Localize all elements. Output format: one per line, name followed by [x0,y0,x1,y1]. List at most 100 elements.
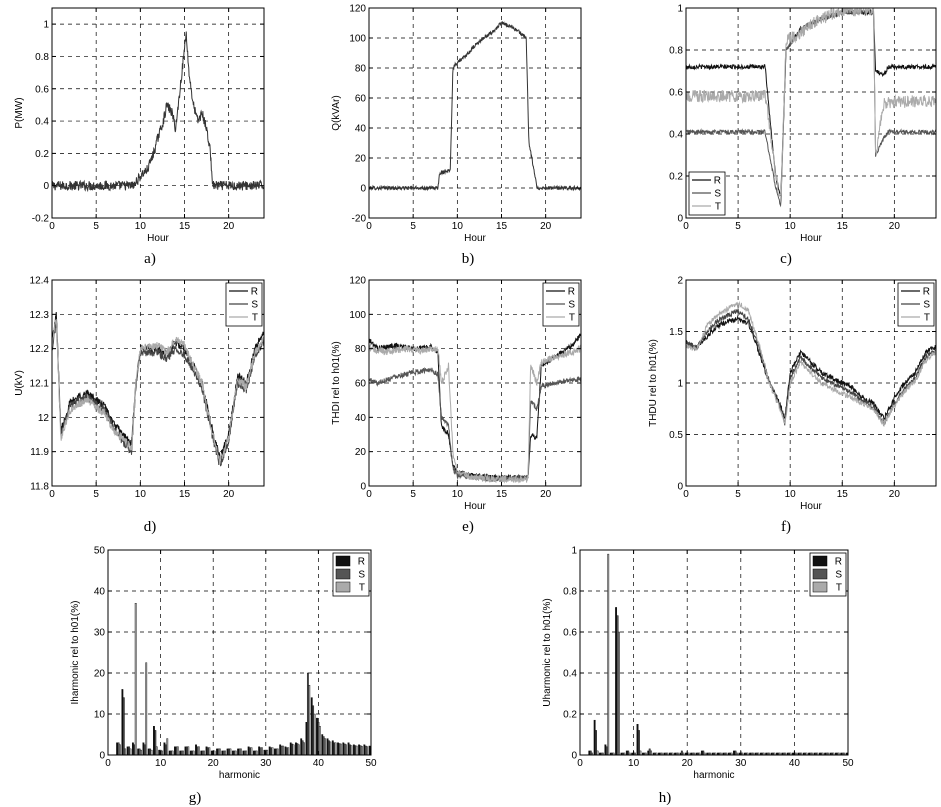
bar-h38-s [306,672,309,755]
bar-h28-r [252,750,255,755]
bar-h10-t [161,750,163,755]
x-axis-label: Hour [464,501,486,512]
bar-h49-r [363,744,366,755]
y-tick-label: 12.3 [30,310,50,321]
bar-h36-r [295,742,297,755]
bar-h34-s [285,747,288,755]
bar-h4-t [601,752,604,755]
bar-h32-t [752,752,754,755]
bar-h17-t [197,746,200,755]
bar-h25-s [238,748,241,755]
bar-h19-s [680,750,683,755]
plot-area [580,550,848,755]
bar-h47-t [355,745,358,755]
bar-h44-t [816,752,819,755]
bar-h42-t [329,741,332,755]
y-tick-label: 0.2 [669,172,683,183]
bar-h39-r [310,697,313,755]
bar-h48-t [837,752,840,755]
bar-h45-t [345,744,347,755]
bar-h5-r [604,744,607,755]
bar-h6-t [140,749,142,755]
y-tick-label: 11.9 [30,447,49,458]
legend-label-t: T [836,583,842,594]
bar-h31-s [270,747,272,755]
bar-h33-t [282,745,284,755]
x-tick-label: 20 [889,489,901,500]
bar-h40-t [318,726,321,755]
y-tick-label: 0.4 [563,669,577,680]
bar-h9-s [154,730,157,755]
bar-h42-t [805,752,808,755]
plot-marks [686,8,936,208]
legend: RST [225,282,263,327]
bar-h17-t [671,752,674,755]
bar-h14-r [179,750,182,755]
bar-h9-t [155,746,158,755]
bar-h14-t [655,752,658,755]
bar-h50-t [849,753,850,755]
bar-h19-t [208,747,211,755]
series-line-t [369,344,581,484]
caption-e: e) [462,519,474,535]
y-tick-label: 0 [43,181,49,192]
bar-h27-r [247,746,250,755]
y-axis-label: Uharmonic rel to h01(%) [542,598,553,706]
bar-h23-s [702,750,705,755]
x-tick-label: 40 [313,758,325,769]
bar-h4-t [129,748,132,755]
bar-h48-t [360,746,363,755]
x-tick-label: 0 [366,489,372,500]
bar-h42-s [328,740,330,755]
bar-h5-t [134,603,137,755]
x-tick-label: 5 [93,489,99,500]
bar-h46-t [350,745,353,755]
caption-g: g) [189,790,202,806]
y-axis-label: THDI rel to h01(%) [331,341,342,424]
bar-h9-t [628,752,631,755]
bar-h15-t [660,752,663,755]
plot-marks [52,312,264,467]
bar-h37-r [300,738,303,755]
bar-h47-t [832,752,835,755]
bar-h2-t [591,752,594,755]
bar-h29-r [258,746,261,755]
bar-h25-r [237,748,239,755]
x-tick-label: 10 [785,221,797,232]
bar-h39-t [313,713,316,755]
bar-h46-r [347,742,350,755]
y-tick-label: 40 [355,413,367,424]
legend-label-r: R [568,287,575,298]
bar-h14-s [180,750,183,755]
bar-h31-t [271,747,274,755]
y-axis-label: U(kV) [14,370,25,396]
bar-h20-t [213,750,216,755]
x-tick-label: 20 [223,221,235,232]
bar-h27-t [250,747,253,755]
bar-h35-t [292,744,295,755]
y-tick-label: 0 [677,482,683,493]
bar-h43-t [334,742,337,755]
y-tick-label: 0.2 [563,710,577,721]
bar-h3-t [596,750,599,755]
legend-swatch-r [335,555,351,567]
y-tick-label: 0.8 [35,52,49,63]
y-tick-label: 60 [355,379,367,390]
bar-h39-t [789,752,792,755]
bar-h11-s [638,730,640,755]
bar-h38-r [305,722,308,755]
bar-h49-s [364,745,367,755]
x-tick-label: 0 [49,489,55,500]
chart-d: 0 5 10 15 20 11.8 11.9 12 12.1 12.2 12.3 12.4 U(kV) R… [14,276,265,535]
bar-h10-t [634,752,636,755]
bar-h4-s [128,746,130,755]
bar-h15-r [184,746,187,755]
legend-swatch-t [812,581,828,593]
bar-h33-t [757,752,760,755]
x-tick-label: 20 [540,221,552,232]
legend-label-s: S [358,570,365,581]
x-tick-label: 20 [540,489,552,500]
